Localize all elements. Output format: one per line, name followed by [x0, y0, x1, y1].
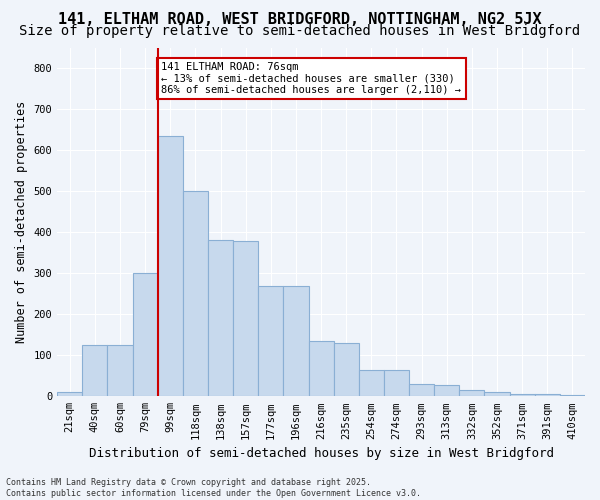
Text: Size of property relative to semi-detached houses in West Bridgford: Size of property relative to semi-detach… [19, 24, 581, 38]
Bar [509, 394, 535, 396]
Bar [208, 240, 233, 396]
Text: 141, ELTHAM ROAD, WEST BRIDGFORD, NOTTINGHAM, NG2 5JX: 141, ELTHAM ROAD, WEST BRIDGFORD, NOTTIN… [58, 12, 542, 26]
X-axis label: Distribution of semi-detached houses by size in West Bridgford: Distribution of semi-detached houses by … [89, 447, 554, 460]
Bar [57, 392, 82, 396]
Bar [82, 345, 107, 397]
Bar [434, 385, 460, 396]
Bar [158, 136, 183, 396]
Bar [460, 390, 484, 396]
Bar [409, 384, 434, 396]
Bar [384, 370, 409, 396]
Bar [484, 392, 509, 396]
Bar [308, 341, 334, 396]
Bar [283, 286, 308, 397]
Bar [107, 345, 133, 397]
Bar [334, 343, 359, 396]
Bar [258, 286, 283, 397]
Bar [359, 370, 384, 396]
Bar [233, 241, 258, 396]
Text: Contains HM Land Registry data © Crown copyright and database right 2025.
Contai: Contains HM Land Registry data © Crown c… [6, 478, 421, 498]
Y-axis label: Number of semi-detached properties: Number of semi-detached properties [15, 101, 28, 343]
Bar [183, 191, 208, 396]
Bar [133, 273, 158, 396]
Bar [535, 394, 560, 396]
Text: 141 ELTHAM ROAD: 76sqm
← 13% of semi-detached houses are smaller (330)
86% of se: 141 ELTHAM ROAD: 76sqm ← 13% of semi-det… [161, 62, 461, 95]
